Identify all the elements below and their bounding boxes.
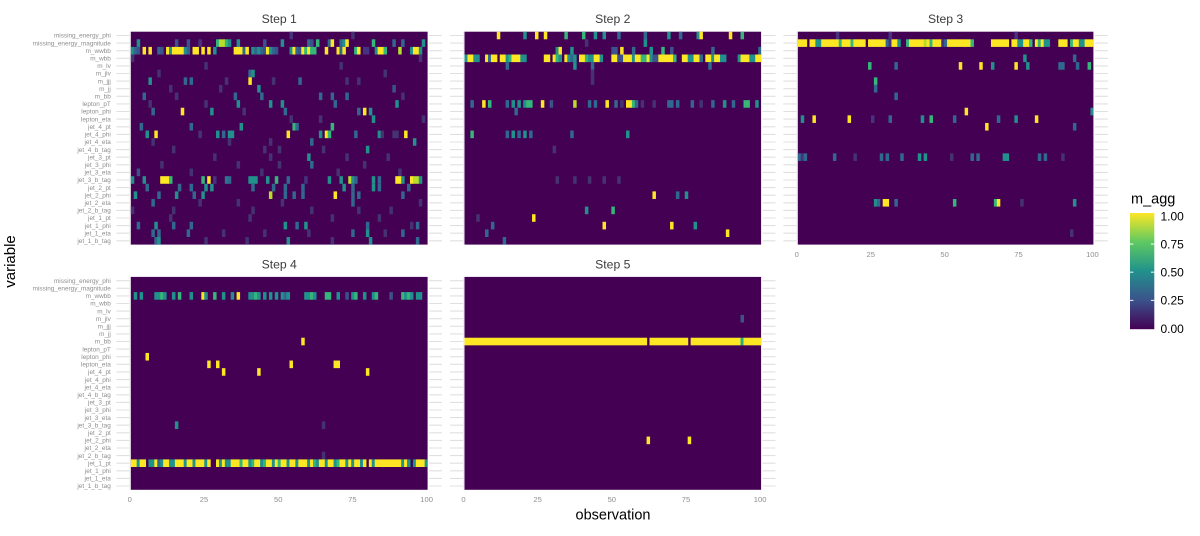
- svg-text:m_jlv: m_jlv: [96, 71, 112, 78]
- svg-text:jet_3_b_tag: jet_3_b_tag: [76, 422, 111, 429]
- svg-text:m_bb: m_bb: [95, 339, 111, 346]
- svg-text:m_wwbb: m_wwbb: [86, 48, 112, 55]
- svg-text:jet_2_eta: jet_2_eta: [84, 200, 112, 207]
- svg-text:jet_4_eta: jet_4_eta: [84, 139, 112, 146]
- svg-text:m_agg: m_agg: [1131, 192, 1175, 208]
- svg-text:m_bb: m_bb: [95, 94, 111, 101]
- svg-text:jet_4_eta: jet_4_eta: [84, 384, 112, 391]
- svg-text:0.50: 0.50: [1161, 266, 1185, 280]
- svg-text:m_jjj: m_jjj: [98, 78, 111, 85]
- svg-text:m_wbb: m_wbb: [90, 56, 111, 63]
- svg-text:jet_3_eta: jet_3_eta: [84, 415, 112, 422]
- svg-text:jet_2_eta: jet_2_eta: [84, 445, 112, 452]
- svg-text:lepton_eta: lepton_eta: [81, 116, 111, 123]
- svg-text:jet_1_b_tag: jet_1_b_tag: [76, 483, 111, 490]
- svg-text:jet_1_phi: jet_1_phi: [84, 468, 111, 475]
- svg-text:75: 75: [682, 495, 690, 504]
- svg-text:Step 3: Step 3: [928, 12, 963, 26]
- svg-text:jet_4_pt: jet_4_pt: [87, 369, 111, 376]
- svg-text:0.25: 0.25: [1161, 294, 1185, 308]
- svg-text:0.75: 0.75: [1161, 237, 1185, 251]
- svg-text:jet_3_phi: jet_3_phi: [84, 162, 111, 169]
- svg-text:m_wwbb: m_wwbb: [86, 293, 112, 300]
- svg-text:jet_2_b_tag: jet_2_b_tag: [76, 208, 111, 215]
- svg-text:25: 25: [200, 495, 208, 504]
- svg-text:jet_1_phi: jet_1_phi: [84, 223, 111, 230]
- svg-text:0: 0: [461, 495, 465, 504]
- svg-text:jet_2_pt: jet_2_pt: [87, 430, 111, 437]
- svg-text:Step 4: Step 4: [262, 257, 297, 271]
- svg-text:jet_4_b_tag: jet_4_b_tag: [76, 147, 111, 154]
- svg-text:jet_3_eta: jet_3_eta: [84, 170, 112, 177]
- svg-text:lepton_eta: lepton_eta: [81, 362, 111, 369]
- svg-text:m_wbb: m_wbb: [90, 301, 111, 308]
- svg-text:missing_energy_phi: missing_energy_phi: [54, 33, 111, 40]
- svg-text:jet_2_b_tag: jet_2_b_tag: [76, 453, 111, 460]
- svg-text:lepton_pT: lepton_pT: [82, 101, 111, 108]
- svg-text:jet_3_pt: jet_3_pt: [87, 154, 111, 161]
- svg-text:jet_1_eta: jet_1_eta: [84, 476, 112, 483]
- svg-text:m_jj: m_jj: [99, 86, 111, 93]
- svg-text:missing_energy_magnitude: missing_energy_magnitude: [33, 286, 112, 293]
- svg-text:Step 1: Step 1: [262, 12, 297, 26]
- svg-text:jet_2_phi: jet_2_phi: [84, 192, 111, 199]
- svg-text:1.00: 1.00: [1161, 209, 1185, 223]
- svg-text:jet_2_phi: jet_2_phi: [84, 438, 111, 445]
- svg-text:jet_4_pt: jet_4_pt: [87, 124, 111, 131]
- svg-text:observation: observation: [576, 508, 651, 524]
- svg-text:m_lv: m_lv: [97, 63, 111, 70]
- svg-text:jet_3_phi: jet_3_phi: [84, 407, 111, 414]
- svg-text:lepton_phi: lepton_phi: [81, 109, 111, 116]
- svg-text:25: 25: [533, 495, 541, 504]
- svg-text:variable: variable: [2, 235, 19, 288]
- svg-text:jet_3_b_tag: jet_3_b_tag: [76, 177, 111, 184]
- svg-text:m_jjj: m_jjj: [98, 324, 111, 331]
- svg-text:lepton_phi: lepton_phi: [81, 354, 111, 361]
- svg-text:jet_4_phi: jet_4_phi: [84, 132, 111, 139]
- svg-text:50: 50: [274, 495, 282, 504]
- svg-text:jet_4_b_tag: jet_4_b_tag: [76, 392, 111, 399]
- svg-text:100: 100: [420, 495, 433, 504]
- svg-text:lepton_pT: lepton_pT: [82, 346, 111, 353]
- svg-text:jet_2_pt: jet_2_pt: [87, 185, 111, 192]
- svg-text:25: 25: [866, 250, 874, 259]
- svg-text:100: 100: [1086, 250, 1099, 259]
- svg-text:75: 75: [1014, 250, 1022, 259]
- svg-text:jet_1_pt: jet_1_pt: [87, 215, 111, 222]
- svg-text:m_jlv: m_jlv: [96, 316, 112, 323]
- svg-text:0: 0: [128, 495, 132, 504]
- svg-text:missing_energy_magnitude: missing_energy_magnitude: [33, 40, 112, 47]
- svg-text:missing_energy_phi: missing_energy_phi: [54, 278, 111, 285]
- svg-text:jet_1_b_tag: jet_1_b_tag: [76, 238, 111, 245]
- svg-text:m_lv: m_lv: [97, 308, 111, 315]
- svg-text:jet_4_phi: jet_4_phi: [84, 377, 111, 384]
- svg-text:50: 50: [940, 250, 948, 259]
- svg-text:jet_3_pt: jet_3_pt: [87, 400, 111, 407]
- svg-text:0.00: 0.00: [1161, 322, 1185, 336]
- svg-text:m_jj: m_jj: [99, 331, 111, 338]
- svg-text:75: 75: [348, 495, 356, 504]
- svg-text:Step 2: Step 2: [595, 12, 630, 26]
- svg-text:Step 5: Step 5: [595, 257, 630, 271]
- svg-text:0: 0: [795, 250, 799, 259]
- svg-text:50: 50: [608, 495, 616, 504]
- svg-text:100: 100: [754, 495, 767, 504]
- svg-text:jet_1_eta: jet_1_eta: [84, 230, 112, 237]
- svg-text:jet_1_pt: jet_1_pt: [87, 460, 111, 467]
